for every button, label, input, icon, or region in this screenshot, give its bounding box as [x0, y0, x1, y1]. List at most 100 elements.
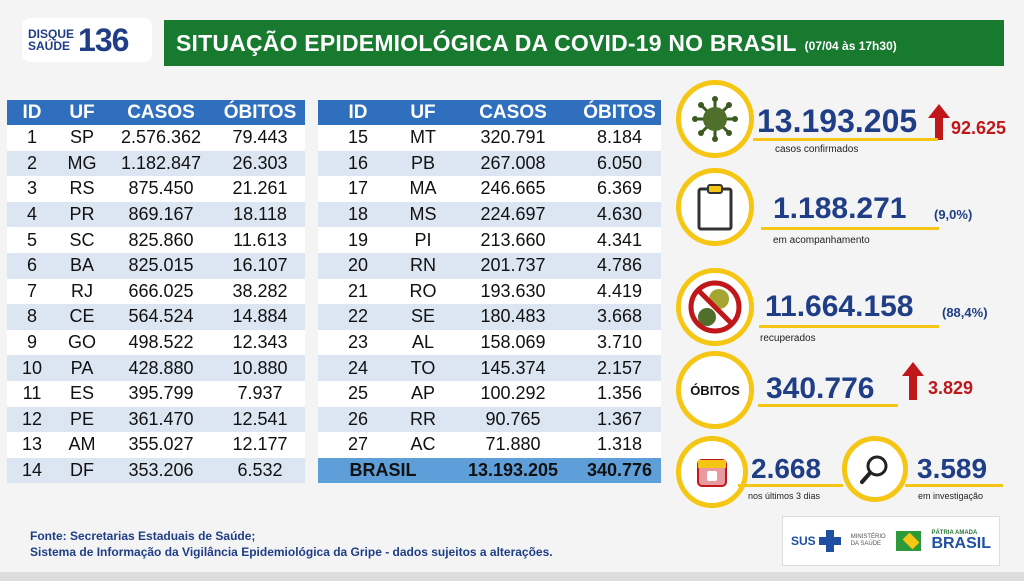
brasil-logo: PÁTRIA AMADA BRASIL	[931, 530, 991, 552]
cell-obitos: 8.184	[578, 125, 661, 151]
cell-obitos: 4.419	[578, 278, 661, 305]
states-table-left: ID UF CASOS ÓBITOS 1 SP 2.576.362 79.443 2 MG…	[7, 100, 305, 484]
last3days-caption: nos últimos 3 dias	[748, 491, 821, 501]
logo-line2: SAÚDE	[28, 39, 71, 53]
table-row: 22 SE 180.483 3.668	[318, 304, 661, 330]
cell-obitos: 14.884	[215, 304, 305, 330]
table-row: 26 RR 90.765 1.367	[318, 406, 661, 433]
cell-id: 2	[7, 150, 57, 177]
cell-uf: ES	[57, 380, 107, 407]
cell-obitos: 11.613	[215, 227, 305, 253]
cell-id: 8	[7, 304, 57, 330]
cell-uf: SC	[57, 227, 107, 253]
deaths-value: 340.776	[766, 372, 875, 405]
cell-casos: 361.470	[107, 406, 215, 433]
table-row: 5 SC 825.860 11.613	[7, 227, 305, 253]
cell-id: 14	[7, 457, 57, 484]
cell-uf: PE	[57, 406, 107, 433]
cell-obitos: 6.050	[578, 150, 661, 177]
table-row: 17 MA 246.665 6.369	[318, 176, 661, 202]
deaths-delta: 3.829	[928, 378, 974, 398]
cell-casos: 267.008	[448, 150, 578, 177]
cell-uf: AL	[398, 329, 448, 356]
cell-casos: 100.292	[448, 380, 578, 407]
cell-id: 19	[318, 227, 398, 253]
confirmed-delta: 92.625	[951, 118, 1007, 138]
recovered-caption: recuperados	[760, 333, 816, 344]
table-header: ID UF CASOS ÓBITOS	[7, 100, 305, 125]
col-id: ID	[7, 100, 57, 125]
plus-icon	[818, 530, 841, 552]
deaths-circle: ÓBITOS	[676, 351, 754, 429]
recovered-pct: (88,4%)	[942, 305, 988, 320]
cell-id: 3	[7, 176, 57, 202]
states-table-right: ID UF CASOS ÓBITOS 15 MT 320.791 8.184 16 PB 2…	[318, 100, 661, 484]
cell-obitos: 16.107	[215, 252, 305, 279]
cell-casos: 666.025	[107, 278, 215, 305]
cell-uf: RR	[398, 406, 448, 433]
table-row: 27 AC 71.880 1.318	[318, 432, 661, 458]
cell-id: 9	[7, 329, 57, 356]
recovered-value: 11.664.158	[765, 290, 914, 323]
calendar-icon	[697, 459, 727, 487]
investigation-caption: em investigação	[918, 491, 984, 501]
cell-obitos: 12.177	[215, 432, 305, 458]
source-line2: Sistema de Informação da Vigilância Epid…	[30, 545, 553, 559]
cell-uf: MA	[398, 176, 448, 202]
col-obitos: ÓBITOS	[215, 100, 305, 125]
cell-uf: RS	[57, 176, 107, 202]
cell-uf: TO	[398, 355, 448, 381]
table-row: 14 DF 353.206 6.532	[7, 457, 305, 484]
cell-uf: DF	[57, 457, 107, 484]
table-row: 18 MS 224.697 4.630	[318, 201, 661, 228]
logo-number: 136	[78, 21, 129, 58]
cell-obitos: 1.318	[578, 432, 661, 458]
cell-obitos: 38.282	[215, 278, 305, 305]
cell-obitos: 4.630	[578, 201, 661, 228]
cell-casos: 2.576.362	[107, 125, 215, 151]
table-row: 19 PI 213.660 4.341	[318, 227, 661, 253]
table-row: 25 AP 100.292 1.356	[318, 380, 661, 407]
cell-casos: 875.450	[107, 176, 215, 202]
cell-id: 25	[318, 380, 398, 407]
cell-id: 4	[7, 201, 57, 228]
title-bar: SITUAÇÃO EPIDEMIOLÓGICA DA COVID-19 NO B…	[164, 20, 1004, 66]
sus-logo: SUS	[791, 530, 841, 552]
cell-uf: CE	[57, 304, 107, 330]
cell-id: 24	[318, 355, 398, 381]
cell-casos: 158.069	[448, 329, 578, 356]
cell-obitos: 1.356	[578, 380, 661, 407]
table-row: 2 MG 1.182.847 26.303	[7, 150, 305, 177]
ministry-label: MINISTÉRIO DA SAÚDE	[850, 534, 886, 547]
disque-saude-logo: DISQUE SAÚDE 136	[22, 18, 152, 62]
col-uf: UF	[398, 100, 448, 125]
table-row: 8 CE 564.524 14.884	[7, 304, 305, 330]
monitoring-circle	[676, 168, 754, 246]
table-row: 1 SP 2.576.362 79.443	[7, 125, 305, 151]
cell-id: 23	[318, 329, 398, 356]
col-obitos: ÓBITOS	[578, 100, 661, 125]
cell-id: 18	[318, 201, 398, 228]
cell-obitos: 26.303	[215, 150, 305, 177]
cell-uf: RN	[398, 252, 448, 279]
cell-casos: 246.665	[448, 176, 578, 202]
table-row: 9 GO 498.522 12.343	[7, 329, 305, 356]
table-row: 16 PB 267.008 6.050	[318, 150, 661, 177]
table-row: 24 TO 145.374 2.157	[318, 355, 661, 381]
cell-uf: PA	[57, 355, 107, 381]
up-arrow-icon	[902, 362, 924, 400]
cell-casos: 498.522	[107, 329, 215, 356]
table-row: 21 RO 193.630 4.419	[318, 278, 661, 305]
col-casos: CASOS	[448, 100, 578, 125]
cell-id: 5	[7, 227, 57, 253]
cell-id: 22	[318, 304, 398, 330]
cell-id: 20	[318, 252, 398, 279]
cell-uf: PI	[398, 227, 448, 253]
investigation-circle	[842, 436, 908, 502]
cell-obitos: 1.367	[578, 406, 661, 433]
table-row: 13 AM 355.027 12.177	[7, 432, 305, 458]
magnifier-icon	[860, 455, 888, 484]
cell-id: 11	[7, 380, 57, 407]
last3days-circle	[676, 436, 748, 508]
cell-obitos: 6.532	[215, 457, 305, 484]
